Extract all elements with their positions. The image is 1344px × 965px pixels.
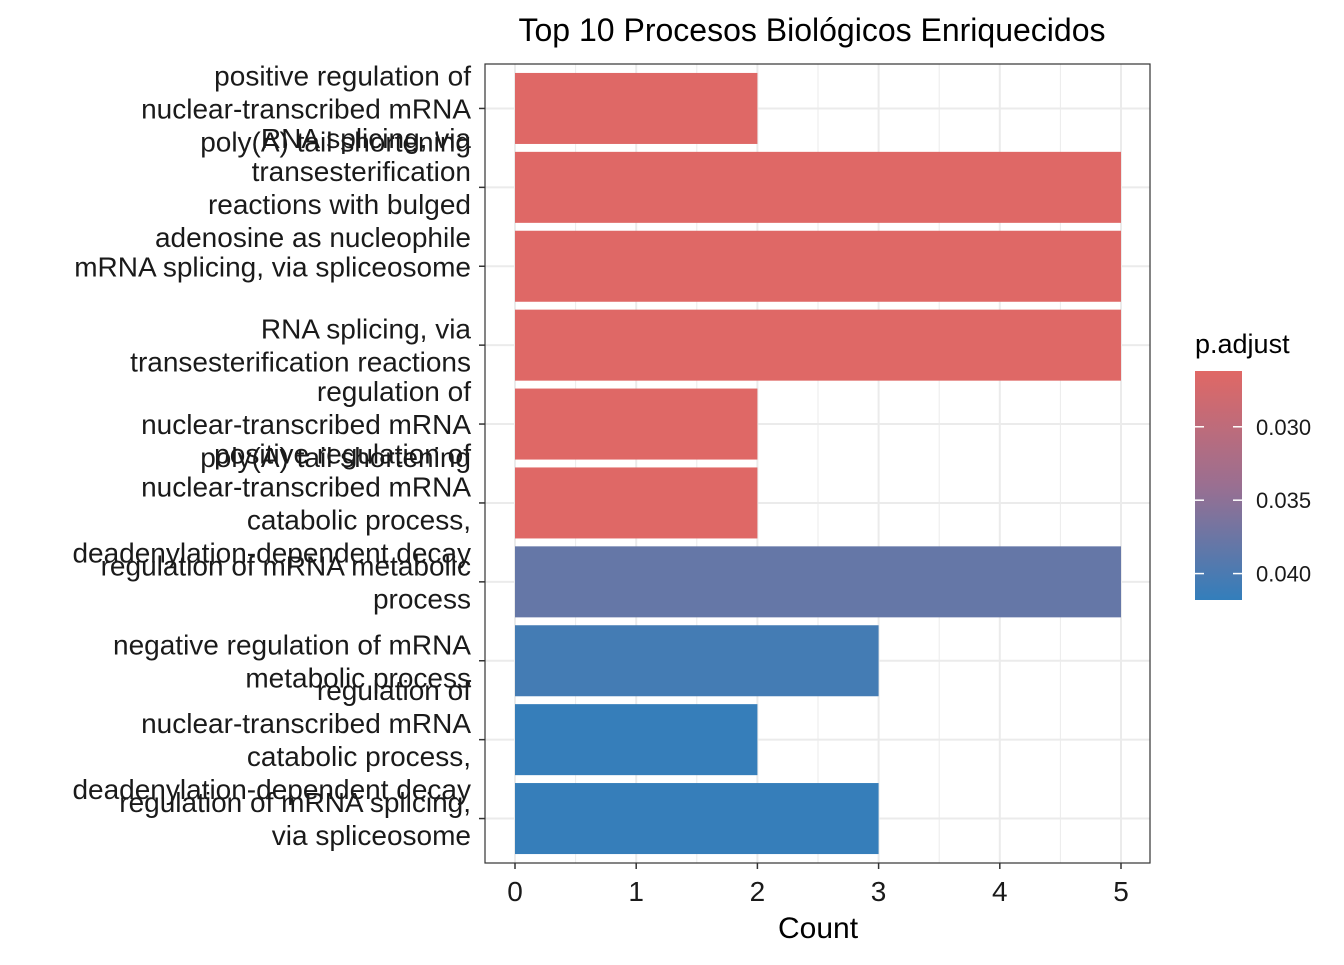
y-tick-label: regulation of mRNA splicing, via spliceos… <box>119 787 471 851</box>
y-tick-label-line: deadenylation-dependent decay <box>72 537 471 568</box>
y-tick-label-line: transesterification <box>252 156 471 187</box>
bar <box>515 704 758 776</box>
y-tick-label: mRNA splicing, via spliceosome <box>74 251 471 282</box>
legend-colorbar <box>1195 371 1242 600</box>
chart-title: Top 10 Procesos Biológicos Enriquecidos <box>519 12 1106 48</box>
x-axis-label: Count <box>778 912 859 945</box>
y-tick-label-line: nuclear-transcribed mRNA <box>141 471 471 502</box>
legend-tick-label: 0.040 <box>1256 562 1311 587</box>
y-tick-label: regulation of nuclear-transcribed mRNA pol… <box>141 376 471 473</box>
y-tick-label-line: nuclear-transcribed mRNA <box>141 409 471 440</box>
bar <box>515 467 758 539</box>
panel-border <box>484 63 1151 864</box>
color-legend: p.adjust 0.030 0.035 0.040 <box>1195 329 1311 600</box>
y-tick-label-line: adenosine as nucleophile <box>155 222 471 253</box>
x-tick-label: 0 <box>507 876 523 907</box>
x-axis: 0 1 2 3 4 5 <box>507 863 1129 907</box>
y-tick-label-line: nuclear-transcribed mRNA <box>141 708 471 739</box>
legend-tick-label: 0.030 <box>1256 415 1311 440</box>
y-tick-label: RNA splicing, via transesterification reac… <box>155 123 471 253</box>
y-tick-label-line: RNA splicing, via <box>261 123 472 154</box>
x-tick-label: 2 <box>750 876 766 907</box>
y-tick-label: regulation of nuclear-transcribed mRNA cat… <box>72 675 471 805</box>
bar <box>515 72 758 144</box>
y-tick-label: RNA splicing, via transesterification rea… <box>130 314 471 378</box>
y-tick-label-line: metabolic process <box>245 662 471 693</box>
y-tick-label-line: reactions with bulged <box>208 189 471 220</box>
y-tick-label-line: mRNA splicing, via spliceosome <box>74 251 471 282</box>
y-tick-label: regulation of mRNA metabolic process <box>101 550 471 614</box>
x-tick-label: 3 <box>871 876 887 907</box>
bar <box>515 388 758 460</box>
y-tick-label-line: regulation of <box>317 675 471 706</box>
y-tick-label-line: RNA splicing, via <box>261 314 472 345</box>
y-tick-label-line: deadenylation-dependent decay <box>72 774 471 805</box>
bar <box>515 625 879 697</box>
x-tick-label: 5 <box>1113 876 1129 907</box>
y-tick-label-line: positive regulation of <box>214 438 471 469</box>
y-tick-label-line: catabolic process, <box>247 504 471 535</box>
y-tick-label-line: negative regulation of mRNA <box>113 629 471 660</box>
legend-ticks: 0.030 0.035 0.040 <box>1195 415 1311 587</box>
y-tick-label-line: via spliceosome <box>272 820 471 851</box>
y-tick-label-line: transesterification reactions <box>130 347 471 378</box>
bar <box>515 309 1121 381</box>
bar <box>515 230 1121 302</box>
legend-title: p.adjust <box>1195 329 1290 359</box>
bar <box>515 151 1121 223</box>
y-tick-label-line: regulation of <box>317 376 471 407</box>
legend-tick-label: 0.035 <box>1256 488 1311 513</box>
y-tick-label-line: catabolic process, <box>247 741 471 772</box>
y-tick-label-line: nuclear-transcribed mRNA <box>141 93 471 124</box>
y-axis: positive regulation of nuclear-transcribe… <box>72 60 485 851</box>
y-tick-label-line: regulation of mRNA metabolic <box>101 550 471 581</box>
y-tick-label: negative regulation of mRNA metabolic pro… <box>113 629 471 693</box>
bars <box>515 72 1121 855</box>
y-tick-label: positive regulation of nuclear-transcribe… <box>72 438 471 568</box>
bar <box>515 783 879 855</box>
x-tick-label: 4 <box>992 876 1008 907</box>
x-tick-label: 1 <box>628 876 644 907</box>
y-tick-label-line: poly(A) tail shortening <box>200 442 471 473</box>
y-tick-label-line: positive regulation of <box>214 60 471 91</box>
y-tick-label-line: process <box>373 583 471 614</box>
y-tick-label-line: regulation of mRNA splicing, <box>119 787 471 818</box>
bar <box>515 546 1121 618</box>
y-tick-label: positive regulation of nuclear-transcribe… <box>141 60 471 157</box>
y-tick-label-line: poly(A) tail shortening <box>200 126 471 157</box>
